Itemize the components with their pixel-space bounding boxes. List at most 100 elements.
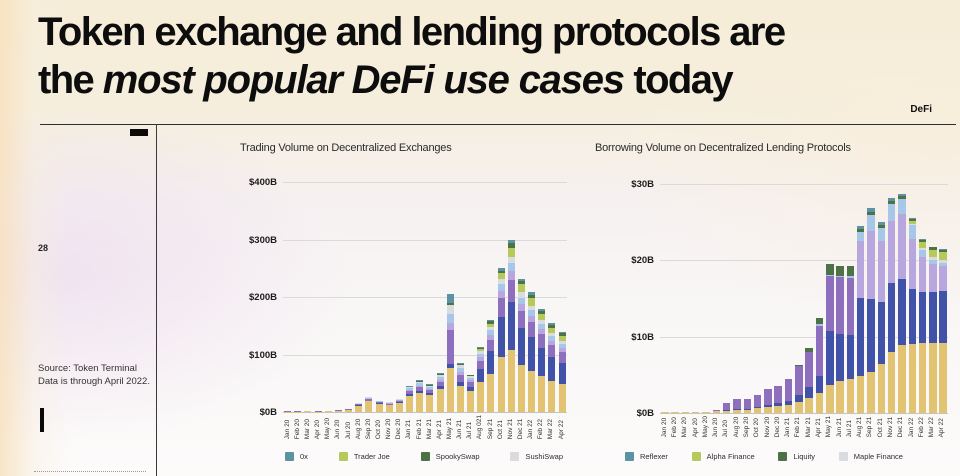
- x-tick-label: Nov 20: [763, 416, 771, 438]
- bar-jun-21: [836, 265, 844, 413]
- bar-oct-20: [375, 400, 383, 412]
- bar-segment: [304, 410, 312, 412]
- bar-segment: [507, 301, 515, 350]
- bar-segment: [908, 344, 916, 413]
- bar-apr-21: [815, 317, 824, 413]
- bar-oct-21: [877, 222, 886, 413]
- bar-dec-20: [774, 385, 782, 413]
- bar-segment: [446, 363, 454, 369]
- bar-segment: [487, 339, 495, 352]
- bar-segment: [477, 351, 485, 354]
- bar-segment: [375, 401, 383, 402]
- bar-segment: [385, 402, 393, 404]
- bar-segment: [507, 243, 515, 248]
- bar-jan-21: [406, 386, 414, 412]
- bar-apr-22: [558, 331, 566, 412]
- bar-segment: [548, 332, 556, 337]
- bar-segment: [507, 349, 515, 412]
- x-tick-label: Apr 22: [938, 418, 946, 438]
- bar-segment: [365, 401, 373, 412]
- bar-segment: [753, 406, 762, 409]
- bar-jun-20: [712, 409, 721, 413]
- bar-segment: [456, 371, 464, 375]
- source-line1: Source: Token Terminal: [38, 363, 137, 374]
- bar-segment: [416, 381, 424, 382]
- x-tick-label: Jul 20: [344, 421, 352, 440]
- bar-segment: [355, 403, 363, 405]
- bar-segment: [497, 273, 505, 280]
- bar-segment: [764, 388, 772, 405]
- x-tick-label: Feb 22: [537, 418, 545, 440]
- bar-segment: [426, 393, 434, 396]
- bar-segment: [467, 377, 475, 381]
- x-tick-label: Feb 20: [671, 417, 679, 438]
- bar-jul-21: [846, 266, 855, 413]
- legend-item-sushiswap: SushiSwap: [510, 452, 563, 461]
- bar-segment: [795, 401, 803, 413]
- bar-apr-20: [691, 411, 700, 413]
- x-tick-label: Dec 21: [897, 416, 905, 438]
- bar-segment: [856, 297, 865, 377]
- bar-segment: [517, 284, 525, 293]
- bar-segment: [939, 260, 947, 263]
- bar-segment: [528, 316, 536, 323]
- gridline: $300B: [249, 235, 567, 246]
- bar-segment: [497, 270, 505, 274]
- legend-swatch: [778, 452, 788, 461]
- x-tick-label: Mar 22: [547, 418, 555, 440]
- bar-feb-21: [416, 380, 424, 412]
- bar-may-21: [446, 294, 454, 412]
- bar-segment: [355, 405, 363, 412]
- bar-segment: [497, 298, 505, 317]
- bar-segment: [908, 289, 916, 345]
- bar-segment: [877, 301, 886, 365]
- bar-segment: [467, 380, 475, 383]
- bar-apr-21: [436, 372, 444, 412]
- bar-segment: [774, 385, 782, 404]
- y-tick-label: $100B: [249, 349, 277, 361]
- bar-segment: [345, 409, 353, 410]
- legend-item-0x: 0x: [285, 452, 308, 461]
- bar-segment: [528, 305, 536, 311]
- bar-segment: [375, 400, 383, 402]
- legend-label: Trader Joe: [353, 452, 390, 461]
- x-tick-label: Feb 20: [293, 418, 301, 440]
- bars: [283, 182, 567, 412]
- bar-segment: [815, 326, 824, 377]
- bar-segment: [538, 313, 546, 321]
- bar-segment: [815, 393, 824, 413]
- legend-swatch: [420, 452, 430, 461]
- bar-segment: [517, 280, 525, 285]
- bar-segment: [406, 394, 414, 396]
- bar-segment: [355, 405, 363, 406]
- bar-nov-20: [385, 402, 393, 412]
- bar-jul-20: [345, 408, 353, 412]
- bar-segment: [558, 362, 566, 385]
- bar-segment: [805, 348, 813, 352]
- bar-segment: [784, 404, 793, 413]
- bar-segment: [795, 394, 803, 402]
- bar-segment: [558, 341, 566, 345]
- y-tick-label: $300B: [249, 234, 277, 246]
- legend-item-trader-joe: Trader Joe: [338, 452, 390, 461]
- bar-segment: [856, 376, 865, 413]
- bar-aug-20: [355, 402, 363, 412]
- bar-segment: [538, 324, 546, 330]
- bar-segment: [558, 344, 566, 349]
- x-tick-label: Oct 21: [876, 418, 884, 438]
- bar-segment: [908, 223, 916, 226]
- bar-segment: [314, 411, 322, 412]
- bar-sep-20: [365, 396, 373, 412]
- bar-segment: [517, 364, 525, 412]
- x-tick-label: Mar 20: [681, 417, 689, 438]
- bar-segment: [908, 217, 916, 220]
- bar-apr-22: [939, 248, 947, 413]
- bar-segment: [929, 247, 937, 250]
- bar-segment: [365, 400, 373, 402]
- bar-segment: [826, 331, 834, 385]
- bar-segment: [517, 310, 525, 329]
- bar-segment: [385, 402, 393, 403]
- x-tick-label: Jun 21: [835, 417, 843, 438]
- bar-segment: [898, 345, 906, 413]
- bar-segment: [456, 386, 464, 412]
